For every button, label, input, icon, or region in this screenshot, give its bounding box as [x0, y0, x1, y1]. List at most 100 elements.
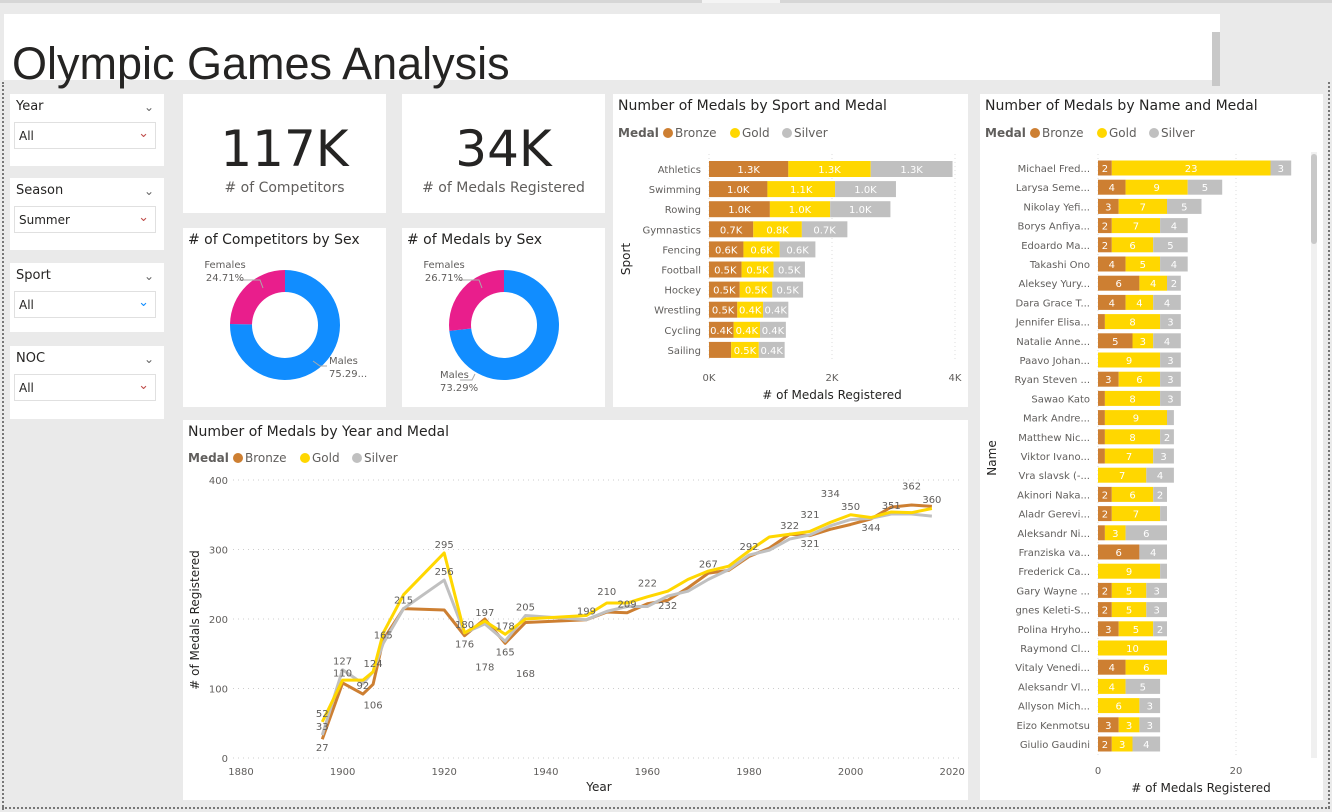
data-label: 222 — [638, 579, 657, 590]
leader-line — [460, 373, 476, 381]
data-label: 0.6K — [715, 245, 738, 256]
medals-by-sport-chart: Number of Medals by Sport and Medal Meda… — [613, 94, 968, 407]
bar-silver — [1160, 390, 1181, 406]
data-label: 0.5K — [713, 286, 736, 297]
bar-silver — [1125, 525, 1167, 541]
data-label: 180 — [455, 620, 474, 631]
sport-dropdown[interactable]: All ⌄ — [14, 291, 156, 318]
bar-silver — [1167, 275, 1181, 291]
data-label: 209 — [618, 600, 637, 611]
data-label: 110 — [333, 669, 352, 680]
chevron-down-icon[interactable]: ⌄ — [143, 100, 154, 114]
y-tick-label: Dara Grace T... — [1015, 298, 1090, 309]
data-label: 8 — [1129, 318, 1135, 329]
chevron-down-icon[interactable]: ⌄ — [138, 295, 149, 310]
legend-item: Silver — [364, 451, 398, 465]
season-dropdown[interactable]: Summer ⌄ — [14, 206, 156, 233]
data-label: 27 — [316, 743, 329, 754]
chevron-down-icon[interactable]: ⌄ — [143, 269, 154, 283]
males-slice — [230, 270, 340, 380]
data-label: 344 — [861, 523, 880, 534]
data-label: 2 — [1102, 740, 1108, 751]
y-tick-label: Raymond Cl... — [1020, 644, 1090, 655]
data-label: 3 — [1105, 625, 1111, 636]
data-label: 232 — [658, 601, 677, 612]
data-label: 6 — [1116, 548, 1122, 559]
chevron-down-icon[interactable]: ⌄ — [138, 126, 149, 141]
chevron-down-icon[interactable]: ⌄ — [143, 184, 154, 198]
bar-gold — [1125, 256, 1161, 272]
scrollbar-thumb[interactable] — [1311, 154, 1317, 244]
y-tick-label: Wrestling — [654, 306, 701, 317]
data-label: 4 — [1109, 260, 1115, 271]
data-label: 9 — [1133, 414, 1139, 425]
data-label: 178 — [496, 621, 515, 632]
year-dropdown[interactable]: All ⌄ — [14, 122, 156, 149]
bar-silver — [1146, 602, 1167, 618]
scrollbar[interactable] — [1212, 32, 1220, 86]
dropdown-value: Summer — [19, 213, 70, 227]
slicer-year: Year ⌄ All ⌄ — [10, 94, 164, 166]
bar-silver — [830, 201, 891, 218]
y-tick-label: Edoardo Ma... — [1021, 241, 1090, 252]
data-label: 4 — [1171, 222, 1177, 233]
bar-gold — [1111, 602, 1147, 618]
x-tick-label: 1980 — [736, 767, 761, 778]
chevron-down-icon[interactable]: ⌄ — [138, 378, 149, 393]
data-label: 1.3K — [737, 165, 760, 176]
line-bronze — [320, 503, 932, 740]
legend-item: Silver — [794, 126, 828, 140]
bar-bronze — [709, 261, 742, 278]
chevron-down-icon[interactable]: ⌄ — [138, 210, 149, 225]
chevron-down-icon[interactable]: ⌄ — [143, 352, 154, 366]
data-label: 205 — [516, 603, 535, 614]
y-tick-label: Aleksandr Vl... — [1018, 682, 1090, 693]
y-tick-label: Natalie Anne... — [1016, 337, 1090, 348]
bar-silver — [1139, 717, 1161, 733]
data-label: 7 — [1140, 202, 1146, 213]
data-label: 165 — [496, 647, 515, 658]
bar-bronze — [1098, 314, 1105, 330]
scrollbar[interactable] — [1311, 152, 1317, 758]
bar-silver — [1160, 314, 1181, 330]
data-label: 3 — [1147, 721, 1153, 732]
data-label: 2 — [1102, 606, 1108, 617]
chart-title: # of Competitors by Sex — [188, 232, 360, 248]
legend-marker — [730, 128, 740, 138]
bar-silver — [1160, 506, 1167, 522]
y-tick-label: Cycling — [664, 326, 701, 337]
bar-bronze — [1098, 333, 1133, 349]
data-label: 4 — [1136, 298, 1142, 309]
data-label: 0.7K — [813, 225, 836, 236]
x-tick-label: 0K — [703, 373, 716, 384]
data-label: 321 — [800, 539, 819, 550]
bar-silver — [1139, 698, 1161, 714]
data-label: 256 — [435, 567, 454, 578]
y-tick-label: Rowing — [665, 205, 701, 216]
legend-title: Medal — [618, 126, 659, 140]
x-tick-label: 1940 — [533, 767, 558, 778]
line-chart: Medal Bronze Gold Silver 0 100 200 300 400 1880 19… — [188, 451, 965, 794]
data-label: 199 — [577, 607, 596, 618]
bar-silver — [1160, 429, 1174, 445]
legend-item: Bronze — [675, 126, 717, 140]
bar-silver — [1153, 486, 1167, 502]
data-label: 5 — [1126, 586, 1132, 597]
noc-dropdown[interactable]: All ⌄ — [14, 374, 156, 401]
bar-silver — [1153, 333, 1181, 349]
kpi-competitors: 117K # of Competitors — [183, 94, 386, 213]
data-label: 0.5K — [714, 266, 737, 277]
data-label: 5 — [1126, 606, 1132, 617]
data-label: 3 — [1153, 586, 1159, 597]
bar-gold — [1104, 429, 1161, 445]
bar-silver — [1160, 563, 1167, 579]
y-tick-label: Aleksandr Ni... — [1017, 529, 1090, 540]
data-label: 6 — [1116, 279, 1122, 290]
bar-gold — [1098, 467, 1147, 483]
y-tick-label: Franziska va... — [1019, 548, 1090, 559]
legend-title: Medal — [985, 126, 1026, 140]
bar-silver — [1139, 544, 1167, 560]
slice-label: Males — [329, 356, 358, 367]
data-label: 7 — [1133, 510, 1139, 521]
bar-bronze — [709, 281, 740, 298]
